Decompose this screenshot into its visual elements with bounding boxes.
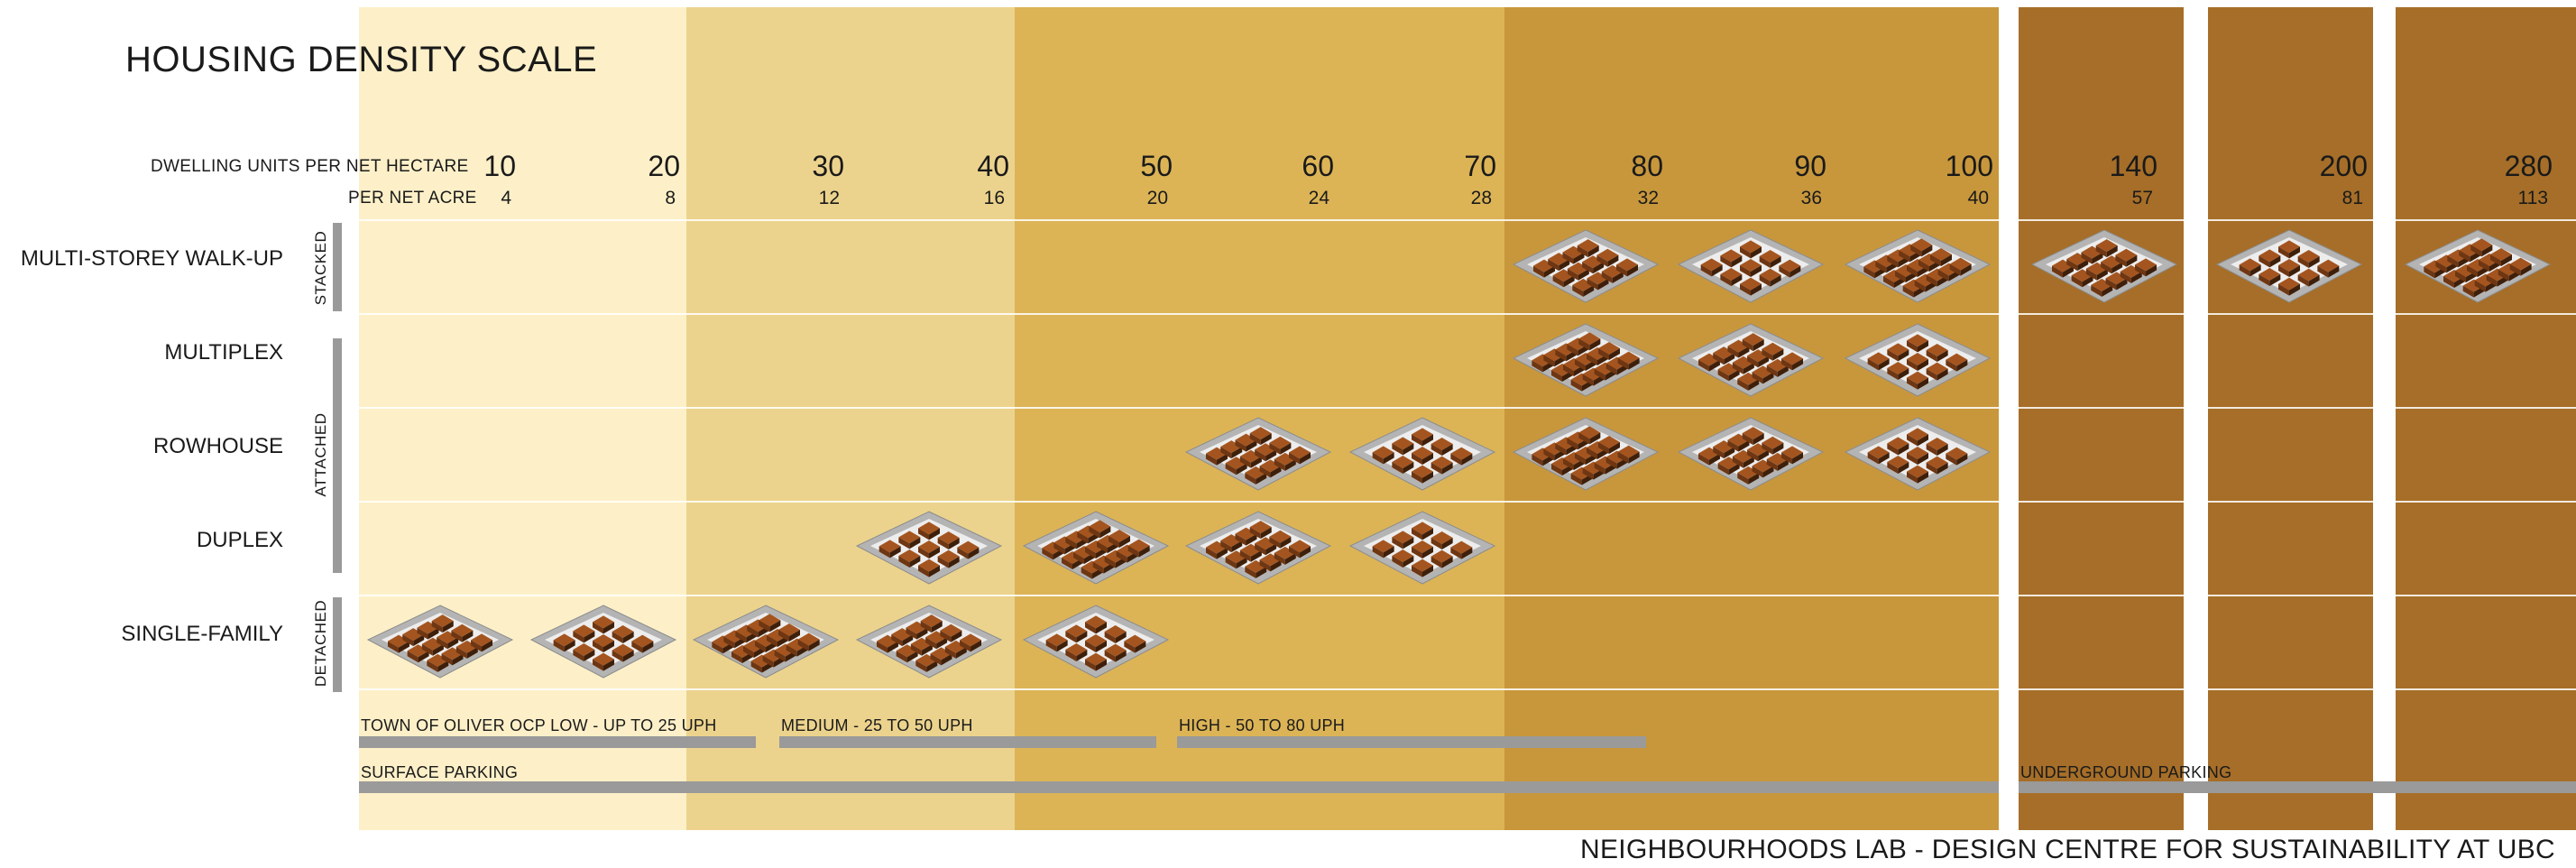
building-block-illustration bbox=[852, 503, 1006, 589]
range-label-high: HIGH - 50 TO 80 UPH bbox=[1179, 716, 1346, 734]
building-block-illustration bbox=[1674, 315, 1827, 402]
tick-label-hectare: 200 bbox=[2319, 150, 2368, 182]
tick-label-hectare: 80 bbox=[1631, 150, 1663, 182]
density-band-very-high-3 bbox=[2396, 7, 2576, 830]
tick-label-acre: 12 bbox=[818, 188, 840, 208]
tick-label-hectare: 60 bbox=[1302, 150, 1334, 182]
tick-label-hectare: 70 bbox=[1464, 150, 1496, 182]
tick-label-hectare: 30 bbox=[812, 150, 844, 182]
range-label-medium: MEDIUM - 25 TO 50 UPH bbox=[781, 716, 973, 734]
building-block-illustration bbox=[527, 596, 680, 683]
building-block-illustration bbox=[1841, 315, 1994, 402]
row-label-rowhouse: ROWHOUSE bbox=[153, 434, 283, 458]
building-block-illustration bbox=[1182, 503, 1335, 589]
tick-label-hectare: 140 bbox=[2109, 150, 2157, 182]
range-label-low: TOWN OF OLIVER OCP LOW - UP TO 25 UPH bbox=[361, 716, 717, 734]
density-band-low-medium bbox=[686, 7, 1015, 830]
tick-label-hectare: 280 bbox=[2504, 150, 2553, 182]
tick-label-acre: 8 bbox=[665, 188, 676, 208]
building-block-illustration bbox=[1509, 409, 1662, 495]
tick-label-hectare: 40 bbox=[977, 150, 1009, 182]
row-divider bbox=[359, 501, 2576, 503]
row-label-single-family: SINGLE-FAMILY bbox=[121, 622, 283, 646]
tick-label-acre: 36 bbox=[1800, 188, 1822, 208]
row-divider bbox=[359, 595, 2576, 596]
row-label-duplex: DUPLEX bbox=[196, 528, 283, 552]
group-label-stacked: STACKED bbox=[312, 230, 329, 306]
building-block-illustration bbox=[1674, 221, 1827, 308]
tick-label-hectare: 20 bbox=[648, 150, 680, 182]
range-bar-high bbox=[1177, 736, 1646, 748]
tick-label-hectare: 50 bbox=[1140, 150, 1173, 182]
range-bar-medium bbox=[779, 736, 1156, 748]
tick-label-acre: 81 bbox=[2341, 188, 2363, 208]
row-divider bbox=[359, 313, 2576, 315]
building-block-illustration bbox=[1019, 503, 1173, 589]
building-block-illustration bbox=[1509, 221, 1662, 308]
range-bar-low bbox=[359, 736, 756, 748]
density-band-very-high-1 bbox=[2019, 7, 2184, 830]
group-label-detached: DETACHED bbox=[312, 599, 329, 688]
parking-bar-surface bbox=[359, 781, 1999, 793]
building-block-illustration bbox=[1346, 409, 1499, 495]
tick-label-acre: 20 bbox=[1146, 188, 1168, 208]
group-label-attached: ATTACHED bbox=[312, 412, 329, 497]
tick-label-acre: 113 bbox=[2517, 188, 2548, 208]
tick-label-acre: 32 bbox=[1637, 188, 1659, 208]
building-block-illustration bbox=[1182, 409, 1335, 495]
credit-line: NEIGHBOURHOODS LAB - DESIGN CENTRE FOR S… bbox=[1580, 835, 2555, 864]
parking-label-underground: UNDERGROUND PARKING bbox=[2020, 763, 2232, 781]
tick-label-hectare: 90 bbox=[1794, 150, 1826, 182]
density-band-low bbox=[359, 7, 686, 830]
row-divider bbox=[359, 219, 2576, 221]
building-block-illustration bbox=[1841, 409, 1994, 495]
group-bar-stacked bbox=[333, 223, 342, 311]
building-block-illustration bbox=[2028, 221, 2181, 308]
building-block-illustration bbox=[1509, 315, 1662, 402]
building-block-illustration bbox=[852, 596, 1006, 683]
building-block-illustration bbox=[2401, 221, 2554, 308]
parking-label-surface: SURFACE PARKING bbox=[361, 763, 519, 781]
group-bar-detached bbox=[333, 597, 342, 692]
tick-label-acre: 28 bbox=[1470, 188, 1492, 208]
tick-label-acre: 40 bbox=[1967, 188, 1989, 208]
row-label-multi-storey-walk-up: MULTI-STOREY WALK-UP bbox=[20, 246, 283, 271]
building-block-illustration bbox=[1346, 503, 1499, 589]
building-block-illustration bbox=[1019, 596, 1173, 683]
building-block-illustration bbox=[2213, 221, 2366, 308]
density-band-very-high-2 bbox=[2208, 7, 2373, 830]
row-label-multiplex: MULTIPLEX bbox=[164, 340, 283, 365]
tick-label-acre: 24 bbox=[1308, 188, 1329, 208]
page-title: HOUSING DENSITY SCALE bbox=[125, 40, 598, 79]
building-block-illustration bbox=[1674, 409, 1827, 495]
building-block-illustration bbox=[363, 596, 517, 683]
row-divider bbox=[359, 688, 2576, 690]
units-per-acre-label: PER NET ACRE bbox=[348, 189, 477, 208]
row-divider bbox=[359, 407, 2576, 409]
parking-bar-underground bbox=[2019, 781, 2576, 793]
building-block-illustration bbox=[1841, 221, 1994, 308]
building-block-illustration bbox=[689, 596, 842, 683]
group-bar-attached bbox=[333, 338, 342, 573]
tick-label-acre: 57 bbox=[2131, 188, 2153, 208]
units-per-hectare-label: DWELLING UNITS PER NET HECTARE bbox=[151, 157, 469, 176]
tick-label-hectare: 10 bbox=[483, 150, 516, 182]
tick-label-acre: 4 bbox=[501, 188, 511, 208]
tick-label-hectare: 100 bbox=[1945, 150, 1993, 182]
tick-label-acre: 16 bbox=[983, 188, 1005, 208]
